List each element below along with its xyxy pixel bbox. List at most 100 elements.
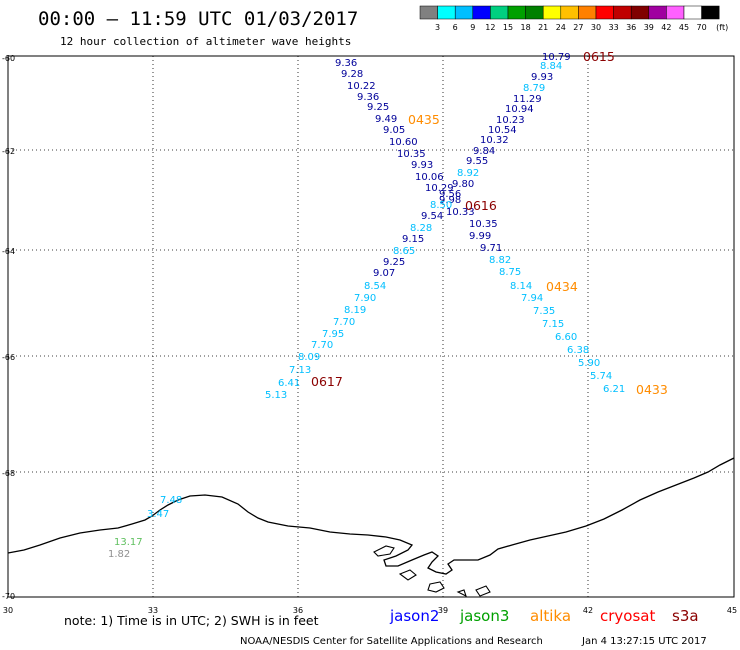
sat-label-jason3: jason3 [459,607,509,625]
legend-swatch [613,5,632,20]
legend-swatch [560,5,579,20]
longitude-labels: 30 33 36 39 42 45 [3,606,737,615]
latitude-label: -66 [2,353,15,362]
wave-height-value: 9.71 [480,243,502,254]
coastline-islet-3 [427,581,445,593]
legend-unit: (ft) [716,23,728,32]
wave-height-value: 9.25 [383,257,405,268]
wave-height-value: 8.14 [510,281,532,292]
legend-tick-label: 30 [591,23,601,32]
wave-height-value: 6.38 [567,345,589,356]
wave-height-value: 9.99 [469,231,491,242]
wave-height-value: 7.95 [322,329,344,340]
wave-height-value: 8.50 [430,200,452,211]
wave-height-value: 7.48 [160,495,182,506]
map-title: 00:00 – 11:59 UTC 01/03/2017 [38,8,358,30]
wave-height-value: 9.55 [466,156,488,167]
wave-height-value: 9.25 [367,102,389,113]
legend-tick-label: 3 [435,23,440,32]
wave-height-value: 9.93 [411,160,433,171]
latitude-labels: -60 -62 -64 -66 -68 -70 [2,54,15,601]
wave-height-value: 10.32 [480,135,509,146]
wave-height-value: 10.22 [347,81,376,92]
wave-height-value: 10.79 [542,52,571,63]
legend-swatch [666,5,685,20]
latitude-label: -64 [2,247,15,256]
wave-height-value: 6.41 [278,378,300,389]
pass-time-labels: 0615 0435 0616 0434 0617 0433 [311,49,668,397]
legend-swatch [490,5,509,20]
wave-height-value: 8.92 [457,168,479,179]
wave-height-value: 9.15 [402,234,424,245]
plot-frame [7,55,735,598]
wave-height-value: 8.84 [540,61,562,72]
wave-height-value: 9.28 [341,69,363,80]
wave-height-value: 7.90 [354,293,376,304]
legend-swatch [648,5,667,20]
coastline-islet-4 [475,585,491,597]
wave-height-value: 1.82 [108,549,130,560]
wave-height-value: 6.21 [603,384,625,395]
wave-height-value: 8.54 [364,281,386,292]
longitude-label: 36 [293,606,303,615]
sat-label-cryosat: cryosat [600,607,655,625]
legend-tick-label: 21 [538,23,548,32]
coastline-islet-2 [398,569,417,581]
wave-height-value: 9.54 [421,211,443,222]
wave-height-value: 10.35 [397,149,426,160]
legend-tick-label: 45 [679,23,689,32]
wave-height-value: 10.29 [425,183,454,194]
wave-height-value: 8.65 [393,246,415,257]
pass-time-label: 0616 [465,198,497,213]
legend-swatch [578,5,597,20]
credit-text: NOAA/NESDIS Center for Satellite Applica… [240,636,543,647]
legend-tick-label: 12 [485,23,495,32]
antarctic-coastline [7,457,735,575]
legend-tick-label: 9 [470,23,475,32]
timestamp-text: Jan 4 13:27:15 UTC 2017 [581,636,707,647]
altimeter-track-nw-se: 9.369.2810.229.369.259.499.0510.6010.359… [335,58,625,395]
wave-height-value: 8.75 [499,267,521,278]
footer-note: note: 1) Time is in UTC; 2) SWH is in fe… [64,613,319,628]
legend-tick-label: 33 [609,23,619,32]
wave-height-value: 10.06 [415,172,444,183]
legend-swatch [507,5,526,20]
legend-swatch [472,5,491,20]
coastal-track-values: 7.48 3.47 13.171.82 [108,495,182,560]
legend-swatch [525,5,544,20]
wave-height-value: 8.19 [344,305,366,316]
wave-height-value: 7.94 [521,293,543,304]
sat-label-altika: altika [530,607,571,625]
wave-height-value: 9.36 [357,92,379,103]
legend-swatch [683,5,702,20]
wave-height-value: 8.82 [489,255,511,266]
altimeter-track-ne-sw: 10.798.849.938.7911.2910.9410.2310.5410.… [265,52,571,401]
wave-height-value: 7.70 [311,340,333,351]
wave-height-value: 9.56 [439,189,461,200]
legend-swatch [595,5,614,20]
sat-label-s3a: s3a [672,607,699,625]
wave-height-value: 9.84 [473,146,495,157]
longitude-label: 33 [148,606,158,615]
wave-height-value: 10.54 [488,125,517,136]
pass-time-label: 0435 [408,112,440,127]
legend-tick-label: 18 [521,23,531,32]
legend-swatch [454,5,474,20]
latitude-label: -70 [2,592,15,601]
wave-height-value: 7.70 [333,317,355,328]
wave-height-value: 9.07 [373,268,395,279]
wave-height-value: 13.17 [114,537,143,548]
legend-tick-label: 70 [697,23,707,32]
wave-height-value: 9.93 [531,72,553,83]
legend-tick-label: 27 [573,23,583,32]
legend-tick-label: 24 [556,23,566,32]
pass-time-label: 0615 [583,49,615,64]
longitude-label: 30 [3,606,13,615]
graticule [8,56,734,597]
wave-height-value: 5.74 [590,371,612,382]
wave-height-value: 7.13 [289,365,311,376]
legend-swatch [542,5,562,20]
legend-swatch [437,5,456,20]
latitude-label: -60 [2,54,15,63]
